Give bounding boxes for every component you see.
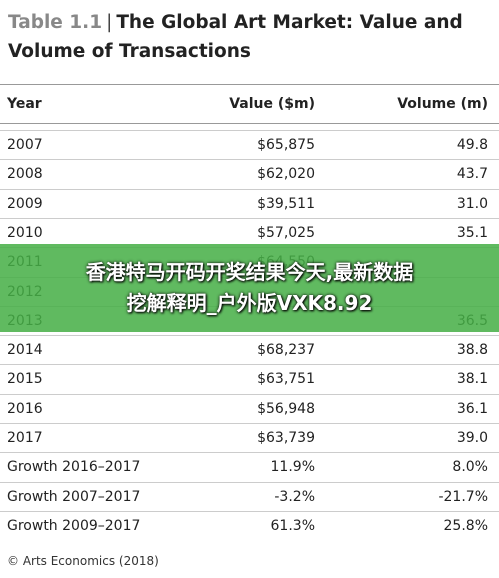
table-cell: 2015 [7, 371, 43, 388]
table-cell: 39.0 [456, 430, 488, 446]
table-cell: 2008 [7, 166, 43, 183]
title: Table 1.1 | The Global Art Market: Value a… [8, 8, 488, 66]
table-cell: $65,875 [257, 137, 315, 153]
table-cell: 31.0 [456, 195, 488, 212]
table-cell: 2010 [7, 224, 43, 241]
table-row: 2016 $56,948 36.1 [0, 393, 499, 424]
table-cell: 49.8 [456, 137, 488, 153]
table-cell: 38.1 [456, 371, 488, 388]
table-cell: 2007 [7, 137, 43, 153]
overlay-banner: 香港特马开码开奖结果今天,最新数据 挖解释明_户外版VXK8.92 [0, 244, 499, 332]
table-cell: -3.2% [274, 488, 315, 505]
table-cell: Growth 2016–2017 [7, 459, 141, 476]
table-row: Growth 2007–2017 -3.2% -21.7% [0, 481, 499, 512]
table-cell: 38.8 [456, 342, 488, 359]
table-cell: Growth 2007–2017 [7, 488, 141, 505]
table-row: 2008 $62,020 43.7 [0, 159, 499, 189]
table-cell: 8.0% [452, 459, 488, 476]
header-row: Year Value ($m) Volume (m) [0, 84, 499, 124]
column-header: Volume (m) [397, 96, 488, 112]
table-row: Growth 2016–2017 11.9% 8.0% [0, 452, 499, 482]
table-row: 2015 $63,751 38.1 [0, 364, 499, 394]
table-row: 2010 $57,025 35.1 [0, 217, 499, 248]
title-line: The Global Art Market: Value and [116, 12, 463, 33]
separator: | [106, 12, 113, 33]
table-cell: $63,751 [257, 371, 315, 388]
table-cell: 61.3% [270, 517, 315, 534]
column-header: Year [7, 96, 42, 112]
table-cell: 35.1 [456, 224, 488, 241]
source: © Arts Economics (2018) [7, 554, 159, 568]
table-cell: 25.8% [443, 517, 488, 534]
table-cell: $57,025 [257, 224, 315, 241]
table-row: 2017 $63,739 39.0 [0, 423, 499, 453]
table-cell: -21.7% [438, 488, 488, 505]
table-cell: $39,511 [257, 195, 315, 212]
table-cell: $56,948 [257, 400, 315, 417]
table-cell: 2009 [7, 195, 43, 212]
table-row: 2007 $65,875 49.8 [0, 130, 499, 160]
table-cell: 36.1 [456, 400, 488, 417]
table-row: 2009 $39,511 31.0 [0, 188, 499, 219]
table-cell: $62,020 [257, 166, 315, 183]
title-line: Volume of Transactions [8, 41, 251, 62]
table-cell: 2014 [7, 342, 43, 359]
table-cell: $63,739 [257, 430, 315, 446]
banner-line: 香港特马开码开奖结果今天,最新数据 [85, 260, 414, 284]
banner-line: 挖解释明_户外版VXK8.92 [126, 291, 373, 315]
table-row: Growth 2009–2017 61.3% 25.8% [0, 510, 499, 541]
column-header: Value ($m) [229, 96, 315, 112]
table-cell: 43.7 [456, 166, 488, 183]
table-cell: $68,237 [257, 342, 315, 359]
table-cell: 2016 [7, 400, 43, 417]
table-cell: 2017 [7, 430, 43, 446]
table-row: 2014 $68,237 38.8 [0, 335, 499, 365]
table-cell: Growth 2009–2017 [7, 517, 141, 534]
table-label: Table 1.1 [8, 12, 103, 33]
table-cell: 11.9% [270, 459, 315, 476]
